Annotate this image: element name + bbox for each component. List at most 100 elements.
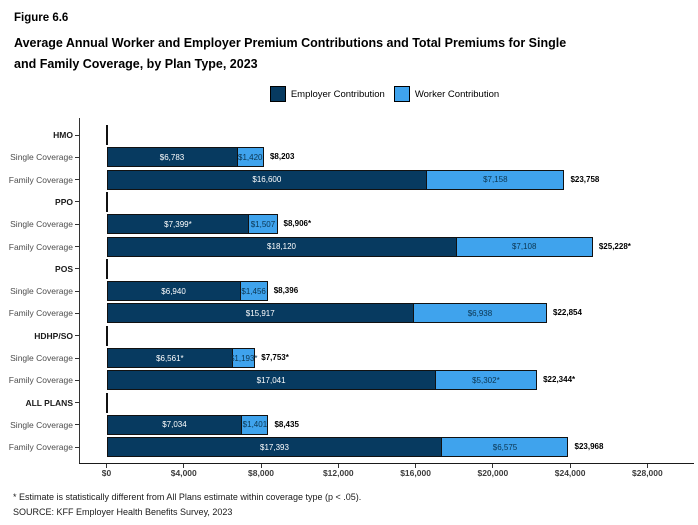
legend-label-worker: Worker Contribution [414,88,500,100]
zero-bar [105,258,108,279]
coverage-label: Family Coverage [8,241,73,252]
employer-value-label: $18,120 [267,242,296,251]
y-tick [75,379,79,381]
coverage-label: Family Coverage [8,308,73,319]
chart-title-line-2: and Family Coverage, by Plan Type, 2023 [14,57,258,71]
total-value-label: $23,758 [570,174,600,184]
zero-bar [105,325,108,346]
x-tick-label: $24,000 [554,468,586,478]
y-axis-line [79,118,80,463]
employer-value-label: $6,561* [156,353,184,363]
worker-segment: $7,158 [426,169,565,190]
worker-contribution-swatch [393,86,410,102]
y-tick [75,357,79,359]
total-value-label: $8,396 [273,286,299,296]
worker-segment: $5,302* [434,370,538,391]
employer-segment: $7,399* [106,214,250,235]
y-tick [75,268,79,270]
employer-value-label: $6,783 [159,152,185,162]
worker-value-label: $1,456 [241,286,266,296]
employer-value-label: $16,600 [252,175,282,185]
y-tick [75,335,79,337]
worker-value-label: $7,108 [511,242,537,251]
plan-type-label: POS [55,263,73,274]
total-value-label: $22,854 [553,308,582,318]
x-tick [569,464,571,468]
stacked-bar: $15,917 $6,938 [106,303,547,324]
employer-value-label: $17,041 [256,375,286,385]
worker-segment: $1,456 [239,281,268,302]
stacked-bar: $6,940 $1,456 [106,281,268,302]
stacked-bar: $6,783 $1,420 [106,147,264,168]
coverage-label: Single Coverage [10,286,73,297]
total-value-label: $25,228* [598,241,631,251]
y-tick [75,156,79,158]
x-tick-label: $4,000 [170,468,197,478]
plan-type-label: HMO [53,130,73,140]
stacked-bar: $18,120 $7,108 [106,236,593,257]
x-tick-label: $0 [101,468,112,478]
employer-segment: $15,917 [106,303,414,324]
legend-item-employer: Employer Contribution [269,86,385,102]
employer-value-label: $7,399* [164,219,192,229]
footnote-source: SOURCE: KFF Employer Health Benefits Sur… [13,507,233,517]
stacked-bar: $7,034 $1,401 [106,414,269,435]
y-tick [75,223,79,225]
worker-value-label: $7,158 [483,175,508,185]
worker-segment: $1,193* [229,348,258,368]
worker-value-label: $6,575 [492,442,518,452]
legend-item-worker: Worker Contribution [393,86,500,102]
y-tick [75,179,79,181]
employer-segment: $18,120 [106,236,457,257]
stacked-bar: $6,561* $1,193* [106,348,258,368]
employer-value-label: $15,917 [245,308,275,318]
worker-segment: $6,938 [412,303,547,324]
x-tick-label: $16,000 [400,468,431,478]
coverage-label: Single Coverage [10,353,73,363]
worker-value-label: $1,507 [250,219,276,229]
worker-value-label: $6,938 [467,308,493,318]
x-axis-line [79,463,694,464]
employer-segment: $17,393 [106,437,443,458]
stacked-bar: $17,041 $5,302* [106,370,538,391]
total-value-label: $8,435 [274,419,299,429]
x-tick-label: $28,000 [632,468,663,478]
x-tick [260,464,262,468]
worker-segment: $1,420 [236,147,264,168]
total-value-label: $8,203 [269,152,295,162]
worker-segment: $7,108 [455,236,593,257]
worker-value-label: $1,193* [229,353,258,363]
x-tick [646,464,648,468]
x-tick [183,464,185,468]
stacked-bar: $7,399* $1,507 [106,214,278,235]
coverage-label: Single Coverage [10,219,73,230]
employer-segment: $6,940 [106,281,241,302]
zero-bar [105,392,108,413]
stacked-bar: $16,600 $7,158 [106,169,565,190]
zero-bar [105,191,108,212]
figure-label: Figure 6.6 [14,12,69,24]
y-tick [75,424,79,426]
x-tick-label: $20,000 [477,468,509,478]
x-tick-label: $8,000 [248,468,275,478]
total-value-label: $23,968 [574,442,604,452]
total-value-label: $22,344* [543,375,576,385]
employer-value-label: $7,034 [162,420,187,430]
plan-type-label: PPO [55,196,73,207]
employer-segment: $17,041 [106,370,436,391]
x-tick [106,464,107,468]
coverage-label: Family Coverage [8,174,73,185]
stacked-bar: $17,393 $6,575 [106,437,569,458]
x-tick [337,464,339,468]
coverage-label: Family Coverage [8,442,73,453]
worker-value-label: $1,401 [242,420,268,430]
worker-segment: $1,401 [241,414,269,435]
plan-type-label: HDHP/SO [34,330,73,341]
x-tick [492,464,494,468]
y-tick [75,134,79,136]
chart-title-line-1: Average Annual Worker and Employer Premi… [14,36,567,50]
coverage-label: Family Coverage [8,375,73,386]
y-tick [75,246,79,247]
worker-value-label: $5,302* [472,375,500,385]
